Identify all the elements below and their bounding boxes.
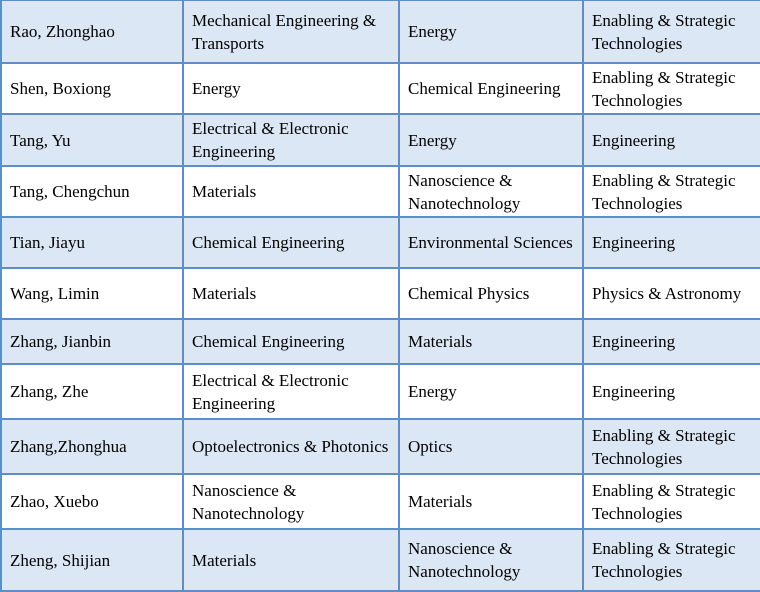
category-cell: Enabling & Strategic Technologies (582, 418, 760, 475)
field-cell: Electrical & Electronic Engineering (182, 113, 400, 167)
name-cell: Zheng, Shijian (0, 528, 184, 592)
field-cell: Mechanical Engineering & Transports (182, 0, 400, 64)
category-cell: Engineering (582, 216, 760, 269)
subfield-cell: Chemical Physics (398, 267, 584, 320)
field-cell: Materials (182, 267, 400, 320)
subfield-cell: Energy (398, 363, 584, 420)
table-row: Zhao, Xuebo Nanoscience & Nanotechnology M… (0, 473, 760, 530)
name-cell: Tang, Chengchun (0, 165, 184, 218)
name-cell: Rao, Zhonghao (0, 0, 184, 64)
category-cell: Physics & Astronomy (582, 267, 760, 320)
subfield-cell: Nanoscience & Nanotechnology (398, 528, 584, 592)
table-row: Zhang,Zhonghua Optoelectronics & Photonic… (0, 418, 760, 475)
field-cell: Materials (182, 165, 400, 218)
name-cell: Zhang,Zhonghua (0, 418, 184, 475)
field-cell: Electrical & Electronic Engineering (182, 363, 400, 420)
field-cell: Chemical Engineering (182, 216, 400, 269)
category-cell: Enabling & Strategic Technologies (582, 165, 760, 218)
name-cell: Shen, Boxiong (0, 62, 184, 115)
table-row: Zhang, Jianbin Chemical Engineering Materi… (0, 318, 760, 365)
category-cell: Enabling & Strategic Technologies (582, 528, 760, 592)
category-cell: Enabling & Strategic Technologies (582, 473, 760, 530)
name-cell: Tang, Yu (0, 113, 184, 167)
table-row: Tang, Chengchun Materials Nanoscience & Na… (0, 165, 760, 218)
category-cell: Engineering (582, 363, 760, 420)
subfield-cell: Materials (398, 318, 584, 365)
table-row: Zheng, Shijian Materials Nanoscience & Nan… (0, 528, 760, 592)
field-cell: Energy (182, 62, 400, 115)
field-cell: Materials (182, 528, 400, 592)
subfield-cell: Nanoscience & Nanotechnology (398, 165, 584, 218)
table-row: Tian, Jiayu Chemical Engineering Environme… (0, 216, 760, 269)
field-cell: Optoelectronics & Photonics (182, 418, 400, 475)
field-cell: Nanoscience & Nanotechnology (182, 473, 400, 530)
name-cell: Wang, Limin (0, 267, 184, 320)
table-row: Tang, Yu Electrical & Electronic Engineer… (0, 113, 760, 167)
subfield-cell: Chemical Engineering (398, 62, 584, 115)
subfield-cell: Energy (398, 113, 584, 167)
category-cell: Enabling & Strategic Technologies (582, 0, 760, 64)
table-row: Wang, Limin Materials Chemical Physics Phys… (0, 267, 760, 320)
category-cell: Engineering (582, 113, 760, 167)
subfield-cell: Optics (398, 418, 584, 475)
table-row: Zhang, Zhe Electrical & Electronic Engine… (0, 363, 760, 420)
category-cell: Engineering (582, 318, 760, 365)
table-row: Rao, Zhonghao Mechanical Engineering & Tr… (0, 0, 760, 64)
subfield-cell: Materials (398, 473, 584, 530)
field-cell: Chemical Engineering (182, 318, 400, 365)
name-cell: Zhao, Xuebo (0, 473, 184, 530)
subfield-cell: Environmental Sciences (398, 216, 584, 269)
category-cell: Enabling & Strategic Technologies (582, 62, 760, 115)
subfield-cell: Energy (398, 0, 584, 64)
name-cell: Tian, Jiayu (0, 216, 184, 269)
name-cell: Zhang, Zhe (0, 363, 184, 420)
table-row: Shen, Boxiong Energy Chemical Engineering E… (0, 62, 760, 115)
name-cell: Zhang, Jianbin (0, 318, 184, 365)
